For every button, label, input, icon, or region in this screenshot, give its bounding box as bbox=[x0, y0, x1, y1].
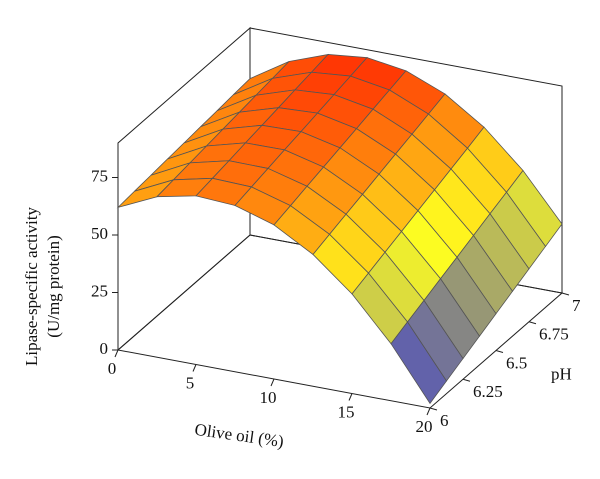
y-tick-label: 6.25 bbox=[473, 382, 503, 401]
z-tick-label: 0 bbox=[100, 339, 109, 358]
y-tick-label: 6.75 bbox=[539, 325, 569, 344]
surface-cell bbox=[390, 321, 447, 405]
x-tick bbox=[192, 364, 197, 372]
x-tick-label: 10 bbox=[260, 388, 277, 407]
y-axis-title: pH bbox=[551, 364, 572, 383]
z-tick-label: 25 bbox=[91, 281, 108, 300]
z-axis-title: Lipase-specific activity bbox=[22, 206, 41, 366]
surface bbox=[116, 53, 563, 405]
x-tick bbox=[114, 349, 119, 358]
y-tick bbox=[462, 378, 471, 382]
y-tick bbox=[561, 292, 570, 296]
x-tick-label: 15 bbox=[338, 402, 355, 421]
x-tick-label: 20 bbox=[416, 417, 433, 436]
labels: 0 25 50 75 0 5 10 15 20 6 6.256.5 6.757 Lipase-speci… bbox=[22, 166, 581, 451]
x-tick-label: 5 bbox=[186, 373, 195, 392]
y-tick bbox=[495, 350, 504, 353]
x-tick bbox=[426, 407, 431, 416]
y-tick bbox=[528, 321, 537, 325]
x-tick bbox=[270, 378, 275, 387]
y-tick-label: 7 bbox=[572, 296, 581, 315]
x-tick-label: 0 bbox=[108, 359, 117, 378]
z-tick-label: 50 bbox=[91, 224, 108, 243]
x-tick bbox=[348, 393, 353, 401]
z-axis-title: (U/mg protein) bbox=[44, 235, 63, 337]
z-tick-label: 75 bbox=[91, 166, 108, 185]
y-tick-label: 6.5 bbox=[506, 353, 527, 372]
y-tick bbox=[429, 407, 438, 411]
y-tick-label: 6 bbox=[440, 411, 449, 430]
x-axis-title: Olive oil (%) bbox=[193, 420, 284, 451]
